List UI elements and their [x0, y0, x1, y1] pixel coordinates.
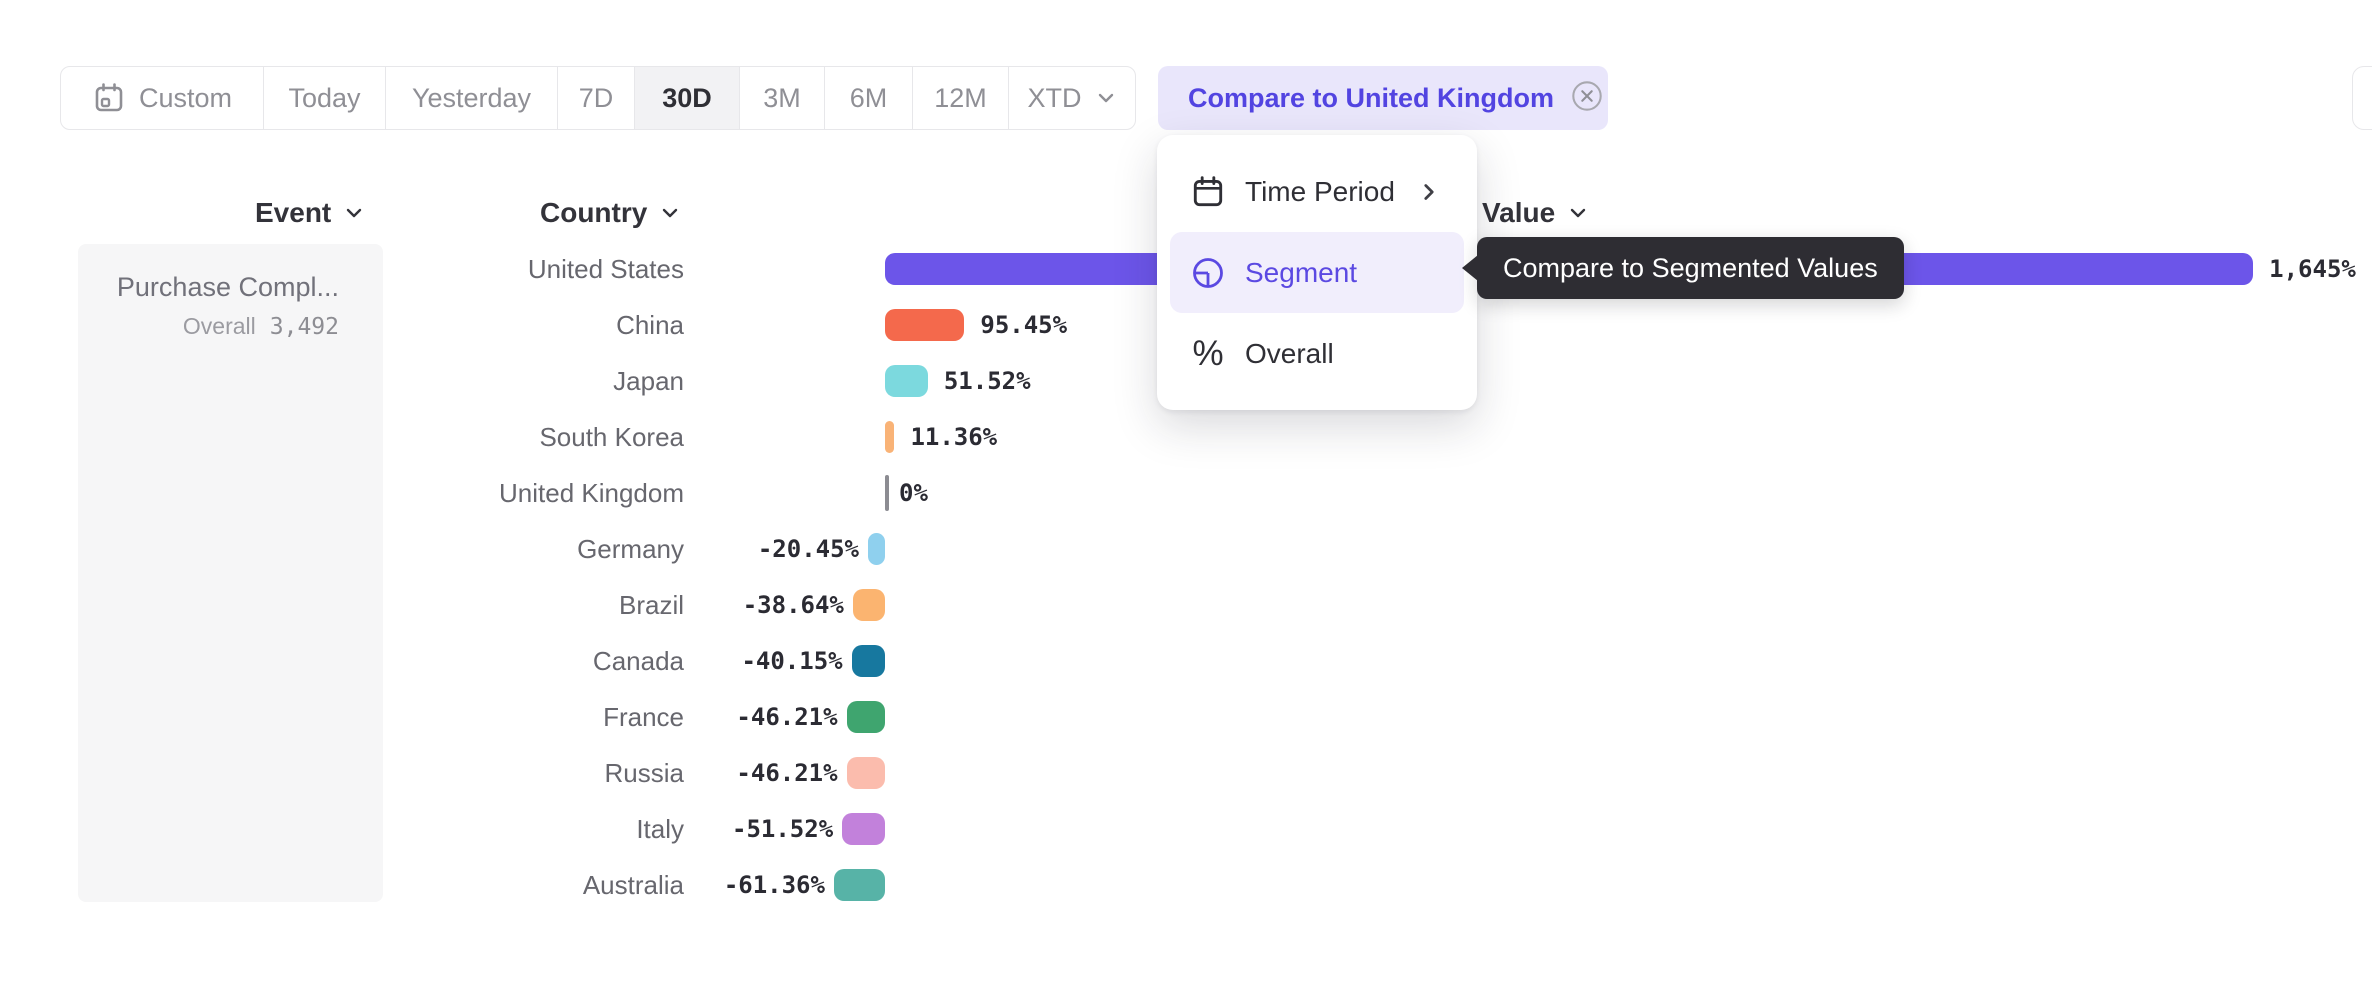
range-button-today[interactable]: Today	[264, 67, 386, 129]
menu-item-label: Time Period	[1245, 175, 1395, 207]
range-button-30d[interactable]: 30D	[635, 67, 740, 129]
bar-segment[interactable]	[833, 869, 885, 901]
chart-row: Russia -46.21%	[0, 745, 2372, 801]
value-label: 0%	[899, 479, 928, 507]
bar-segment[interactable]	[846, 757, 885, 789]
country-label: Russia	[604, 757, 684, 788]
country-label: United States	[527, 253, 684, 284]
event-card[interactable]: Purchase Compl... Overall 3,492	[78, 244, 383, 902]
compare-chip-label: Compare to United Kingdom	[1188, 82, 1554, 113]
chevron-down-icon	[343, 202, 365, 224]
range-button-label: Yesterday	[411, 82, 532, 113]
country-label: China	[616, 309, 684, 340]
value-label: -51.52%	[732, 815, 834, 843]
menu-item-label: Overall	[1245, 337, 1334, 369]
event-metric-value: 3,492	[269, 314, 339, 340]
bar-segment[interactable]	[885, 421, 895, 453]
bar-segment[interactable]	[867, 533, 885, 565]
range-button-custom[interactable]: Custom	[61, 67, 264, 129]
bar-segment[interactable]	[846, 701, 885, 733]
value-label: 51.52%	[943, 367, 1031, 395]
tooltip-text: Compare to Segmented Values	[1503, 252, 1878, 283]
value-label: 1,645%	[2269, 255, 2356, 283]
value-label: -20.45%	[757, 535, 859, 563]
column-header-country-label: Country	[540, 197, 648, 228]
chevron-down-icon	[1095, 87, 1117, 109]
country-label: Italy	[636, 813, 684, 844]
circle-x-icon[interactable]	[1570, 79, 1604, 118]
chevron-right-icon	[1416, 179, 1442, 205]
date-range-toolbar: Custom Today Yesterday 7D 30D 3M 6M 12M XTD	[60, 66, 1136, 130]
range-button-label: Custom	[138, 82, 233, 113]
event-metric-label: Overall	[182, 313, 256, 339]
chart-row: Australia -61.36%	[0, 857, 2372, 913]
column-header-value[interactable]: Value	[1482, 196, 1589, 230]
compare-dropdown-menu: Time Period Segment% Overall	[1157, 135, 1477, 410]
value-label: -46.21%	[736, 703, 838, 731]
range-button-3m[interactable]: 3M	[740, 67, 825, 129]
country-label: Germany	[577, 533, 684, 564]
bar-segment[interactable]	[885, 309, 965, 341]
chart-row: Japan 51.52%	[0, 353, 2372, 409]
bar-segment[interactable]	[842, 813, 885, 845]
menu-item-segment[interactable]: Segment	[1170, 232, 1464, 313]
range-button-xtd[interactable]: XTD	[1009, 67, 1135, 129]
country-label: France	[603, 701, 684, 732]
value-label: -40.15%	[741, 647, 843, 675]
value-label: 11.36%	[910, 423, 998, 451]
zero-tick	[885, 475, 889, 511]
value-label: -46.21%	[736, 759, 838, 787]
event-name: Purchase Compl...	[116, 272, 339, 302]
range-button-label: Today	[288, 82, 361, 113]
bar-segment[interactable]	[851, 645, 885, 677]
menu-item-label: Segment	[1245, 256, 1358, 288]
value-label: -38.64%	[742, 591, 844, 619]
country-label: United Kingdom	[499, 477, 684, 508]
cutoff-panel[interactable]	[2352, 66, 2372, 130]
chart-row: Canada -40.15%	[0, 633, 2372, 689]
segment-icon	[1190, 255, 1226, 291]
range-button-12m[interactable]: 12M	[913, 67, 1009, 129]
range-button-label: XTD	[1027, 82, 1082, 113]
chart-row: United Kingdom 0%	[0, 465, 2372, 521]
bar-segment[interactable]	[852, 589, 885, 621]
event-metric: Overall 3,492	[94, 313, 339, 340]
percent-icon: %	[1192, 334, 1224, 373]
chart-row: China 95.45%	[0, 297, 2372, 353]
column-header-country[interactable]: Country	[540, 196, 681, 230]
calendar-icon	[92, 81, 126, 115]
range-button-label: 30D	[662, 82, 712, 113]
country-label: South Korea	[539, 421, 684, 452]
chart-row: Brazil -38.64%	[0, 577, 2372, 633]
column-header-event-label: Event	[255, 197, 332, 228]
value-label: 95.45%	[980, 311, 1068, 339]
range-button-6m[interactable]: 6M	[825, 67, 913, 129]
range-button-label: 6M	[849, 82, 888, 113]
range-button-7d[interactable]: 7D	[558, 67, 635, 129]
chevron-down-icon	[1567, 202, 1589, 224]
column-header-value-label: Value	[1482, 197, 1556, 228]
menu-item-time-period[interactable]: Time Period	[1170, 151, 1464, 232]
calendar-icon	[1190, 174, 1226, 210]
bar-segment[interactable]	[885, 365, 928, 397]
country-label: Canada	[592, 645, 684, 676]
country-label: Brazil	[618, 589, 684, 620]
tooltip: Compare to Segmented Values	[1477, 237, 1904, 299]
column-header-event[interactable]: Event	[255, 196, 365, 230]
chart-row: Germany -20.45%	[0, 521, 2372, 577]
chevron-down-icon	[659, 202, 681, 224]
range-button-label: 12M	[934, 82, 987, 113]
range-button-label: 7D	[578, 82, 614, 113]
value-label: -61.36%	[723, 871, 825, 899]
menu-item-overall[interactable]: % Overall	[1170, 313, 1464, 394]
country-label: Australia	[582, 869, 684, 900]
chart-row: South Korea 11.36%	[0, 409, 2372, 465]
range-button-yesterday[interactable]: Yesterday	[386, 67, 558, 129]
chart-row: France -46.21%	[0, 689, 2372, 745]
chart-row: Italy -51.52%	[0, 801, 2372, 857]
country-label: Japan	[613, 365, 684, 396]
range-button-label: 3M	[763, 82, 801, 113]
compare-chip[interactable]: Compare to United Kingdom	[1158, 66, 1608, 130]
